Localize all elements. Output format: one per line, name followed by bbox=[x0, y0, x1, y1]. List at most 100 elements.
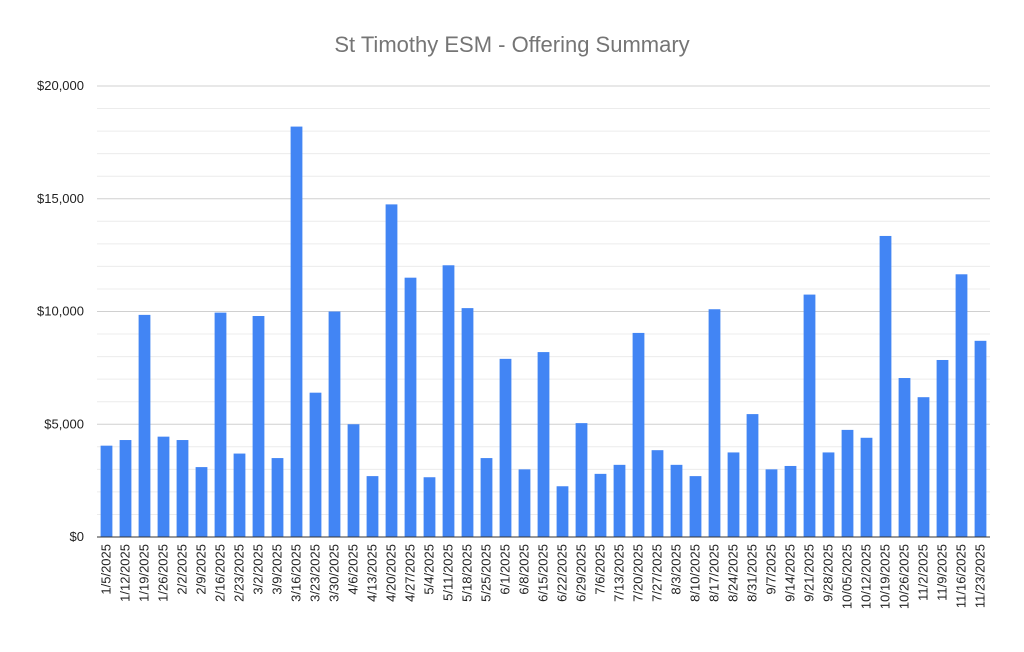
bar bbox=[119, 440, 132, 537]
x-tick-label: 1/5/2025 bbox=[99, 544, 114, 595]
bar bbox=[176, 440, 189, 537]
x-tick-label: 4/27/2025 bbox=[403, 544, 418, 602]
bar bbox=[328, 311, 341, 537]
bar bbox=[480, 458, 493, 537]
x-tick-label: 9/14/2025 bbox=[783, 544, 798, 602]
bar bbox=[252, 316, 265, 537]
x-tick-label: 9/21/2025 bbox=[802, 544, 817, 602]
bar bbox=[461, 308, 474, 537]
bar bbox=[575, 423, 588, 537]
gridlines bbox=[97, 85, 990, 515]
x-tick-label: 1/26/2025 bbox=[156, 544, 171, 602]
x-tick-label: 5/18/2025 bbox=[460, 544, 475, 602]
x-tick-label: 7/20/2025 bbox=[631, 544, 646, 602]
x-tick-label: 11/23/2025 bbox=[973, 544, 988, 608]
bar bbox=[537, 352, 550, 537]
x-tick-label: 3/9/2025 bbox=[270, 544, 285, 595]
bar bbox=[765, 469, 778, 537]
bar bbox=[632, 332, 645, 537]
bar bbox=[195, 467, 208, 537]
bar bbox=[746, 414, 759, 537]
x-tick-label: 5/4/2025 bbox=[422, 544, 437, 595]
x-tick-label: 8/24/2025 bbox=[726, 544, 741, 602]
x-tick-label: 5/11/2025 bbox=[441, 544, 456, 601]
x-tick-label: 8/3/2025 bbox=[669, 544, 684, 595]
bar bbox=[233, 453, 246, 537]
x-tick-label: 7/27/2025 bbox=[650, 544, 665, 602]
x-tick-label: 4/6/2025 bbox=[346, 544, 361, 595]
bar bbox=[138, 314, 151, 537]
bar bbox=[784, 465, 797, 537]
x-tick-label: 6/29/2025 bbox=[574, 544, 589, 602]
bar bbox=[936, 359, 949, 537]
x-tick-label: 4/20/2025 bbox=[384, 544, 399, 602]
y-tick-label: $10,000 bbox=[37, 304, 84, 319]
x-tick-label: 2/2/2025 bbox=[175, 544, 190, 595]
x-tick-label: 1/19/2025 bbox=[137, 544, 152, 602]
x-tick-label: 2/9/2025 bbox=[194, 544, 209, 595]
x-tick-label: 6/15/2025 bbox=[536, 544, 551, 602]
bar bbox=[974, 340, 987, 537]
y-axis: $0 $5,000 $10,000 $15,000 $20,000 bbox=[37, 78, 84, 544]
x-tick-label: 11/2/2025 bbox=[916, 544, 931, 601]
x-tick-label: 6/22/2025 bbox=[555, 544, 570, 602]
y-tick-label: $0 bbox=[70, 529, 84, 544]
bar bbox=[271, 458, 284, 537]
x-tick-label: 10/12/2025 bbox=[859, 544, 874, 609]
bar bbox=[518, 469, 531, 537]
x-tick-label: 3/23/2025 bbox=[308, 544, 323, 602]
bar bbox=[651, 450, 664, 537]
bar bbox=[841, 429, 854, 537]
x-tick-label: 6/8/2025 bbox=[517, 544, 532, 595]
x-tick-label: 4/13/2025 bbox=[365, 544, 380, 602]
x-tick-label: 3/2/2025 bbox=[251, 544, 266, 595]
bar bbox=[423, 477, 436, 537]
x-tick-label: 8/17/2025 bbox=[707, 544, 722, 602]
bar bbox=[708, 309, 721, 537]
x-tick-label: 8/10/2025 bbox=[688, 544, 703, 602]
x-tick-label: 10/19/2025 bbox=[878, 544, 893, 609]
bar bbox=[157, 436, 170, 537]
x-tick-label: 2/16/2025 bbox=[213, 544, 228, 602]
bar bbox=[898, 378, 911, 537]
bar bbox=[670, 464, 683, 537]
bar bbox=[613, 464, 626, 537]
x-tick-label: 9/28/2025 bbox=[821, 544, 836, 602]
x-tick-label: 7/6/2025 bbox=[593, 544, 608, 595]
bar bbox=[594, 473, 607, 537]
x-tick-label: 10/26/2025 bbox=[897, 544, 912, 609]
bar bbox=[442, 265, 455, 537]
bar bbox=[385, 204, 398, 537]
bar bbox=[347, 424, 360, 537]
x-tick-label: 3/16/2025 bbox=[289, 544, 304, 602]
bars bbox=[100, 126, 987, 537]
x-tick-label: 10/05/2025 bbox=[840, 544, 855, 609]
bar bbox=[727, 452, 740, 537]
bar bbox=[290, 126, 303, 537]
bar bbox=[214, 312, 227, 537]
x-tick-label: 3/30/2025 bbox=[327, 544, 342, 602]
bar bbox=[860, 437, 873, 537]
bar bbox=[556, 486, 569, 537]
x-tick-label: 8/31/2025 bbox=[745, 544, 760, 602]
bar bbox=[309, 392, 322, 537]
bar bbox=[879, 235, 892, 537]
bar bbox=[689, 476, 702, 537]
x-tick-label: 1/12/2025 bbox=[118, 544, 133, 602]
y-tick-label: $5,000 bbox=[44, 416, 84, 431]
x-tick-label: 11/16/2025 bbox=[954, 544, 969, 608]
bar bbox=[955, 274, 968, 537]
y-tick-label: $20,000 bbox=[37, 78, 84, 93]
bar bbox=[100, 445, 113, 537]
bar bbox=[822, 452, 835, 537]
x-axis: 1/5/2025 1/12/2025 1/19/2025 1/26/2025 2/2/2… bbox=[97, 536, 990, 609]
x-tick-label: 2/23/2025 bbox=[232, 544, 247, 602]
bar bbox=[404, 277, 417, 537]
chart-title: St Timothy ESM - Offering Summary bbox=[334, 32, 689, 57]
x-tick-label: 9/7/2025 bbox=[764, 544, 779, 595]
x-tick-label: 11/9/2025 bbox=[935, 544, 950, 601]
x-tick-label: 7/13/2025 bbox=[612, 544, 627, 602]
y-tick-label: $15,000 bbox=[37, 191, 84, 206]
